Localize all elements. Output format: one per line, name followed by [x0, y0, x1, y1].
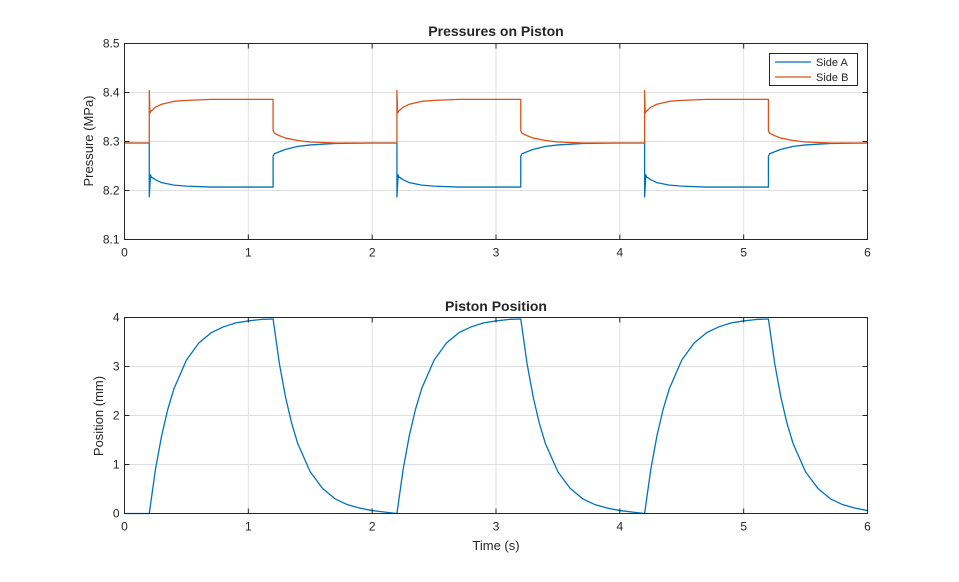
position-axes: Piston Position Position (mm) Time (s) 0…: [91, 298, 871, 553]
pressure-grid: [124, 43, 868, 240]
position-x-tick-label: 1: [245, 520, 252, 534]
pressure-x-tick-label: 6: [864, 246, 871, 260]
position-x-axis-label: Time (s): [472, 538, 519, 553]
pressure-x-tick-label: 4: [616, 246, 623, 260]
pressure-series-side-a-line: [124, 142, 868, 198]
pressure-axes: Pressures on Piston Pressure (MPa) 0 1 2 3 4…: [81, 23, 871, 260]
position-ticks: 0 1 2 3 4 5 6 0 1 2 3 4: [113, 311, 871, 534]
pressure-y-tick-label: 8.5: [103, 37, 120, 51]
position-series-position-line: [124, 318, 868, 515]
position-y-tick-label: 0: [113, 507, 120, 521]
pressure-ticks: 0 1 2 3 4 5 6 8.1 8.2 8.3 8.4 8.5: [103, 37, 871, 260]
pressure-chart-title: Pressures on Piston: [428, 23, 563, 39]
position-y-tick-label: 4: [113, 311, 120, 325]
position-y-tick-label: 3: [113, 360, 120, 374]
pressure-x-tick-label: 2: [369, 246, 376, 260]
position-x-tick-label: 4: [616, 520, 623, 534]
legend-side-b-label: Side B: [816, 72, 848, 84]
position-y-tick-label: 2: [113, 409, 120, 423]
pressure-y-tick-label: 8.4: [103, 86, 120, 100]
position-chart-title: Piston Position: [445, 298, 547, 314]
pressure-series: [124, 89, 868, 198]
pressure-y-tick-label: 8.3: [103, 135, 120, 149]
pressure-x-tick-label: 1: [245, 246, 252, 260]
pressure-y-tick-label: 8.2: [103, 184, 120, 198]
position-x-tick-label: 3: [493, 520, 500, 534]
position-x-tick-label: 2: [369, 520, 376, 534]
pressure-legend[interactable]: Side A Side B: [769, 53, 858, 86]
pressure-x-tick-label: 3: [493, 246, 500, 260]
legend-box: [769, 53, 858, 86]
position-y-tick-label: 1: [113, 458, 120, 472]
legend-side-a-label: Side A: [816, 57, 848, 69]
position-x-tick-label: 5: [740, 520, 747, 534]
pressure-x-tick-label: 0: [121, 246, 128, 260]
position-x-tick-label: 6: [864, 520, 871, 534]
position-x-tick-label: 0: [121, 520, 128, 534]
pressure-y-axis-label: Pressure (MPa): [81, 95, 96, 186]
pressure-series-side-b-line: [124, 89, 868, 144]
pressure-y-tick-label: 8.1: [103, 233, 120, 247]
pressure-x-tick-label: 5: [740, 246, 747, 260]
position-series: [124, 318, 868, 515]
position-grid: [124, 317, 868, 514]
position-y-axis-label: Position (mm): [91, 376, 106, 456]
